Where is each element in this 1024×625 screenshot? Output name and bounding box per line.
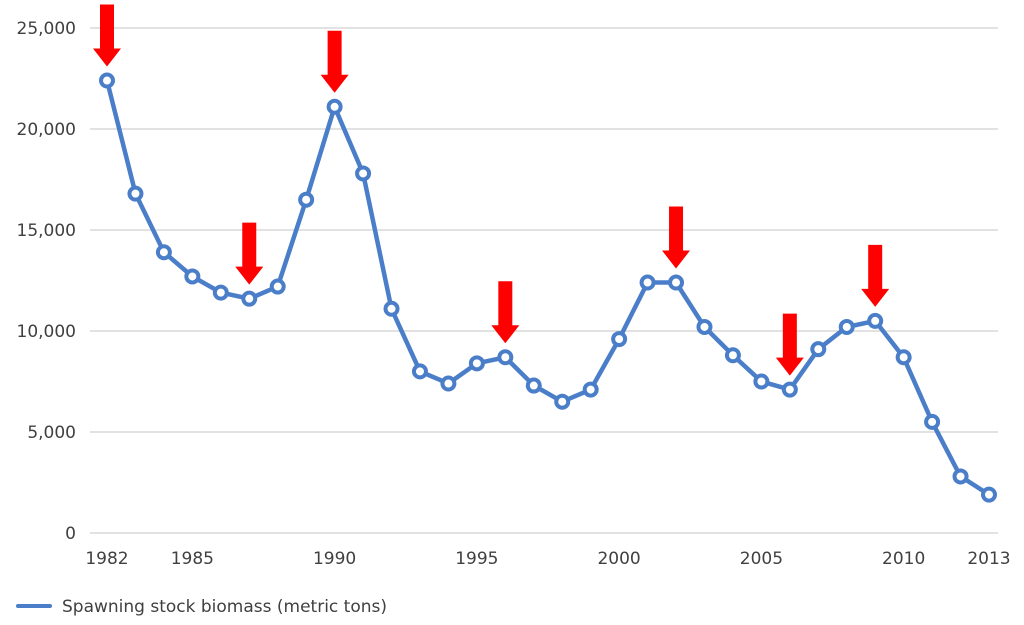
red-arrow-icon (491, 281, 520, 344)
y-tick-label: 20,000 (17, 120, 76, 140)
data-point (99, 72, 115, 89)
data-point (810, 341, 827, 358)
data-point (781, 381, 798, 398)
data-point (383, 300, 400, 317)
data-point (981, 486, 997, 503)
data-point (582, 381, 599, 398)
x-tick-label: 2013 (967, 549, 1010, 569)
data-point (269, 278, 286, 295)
x-tick-label: 1985 (171, 549, 214, 569)
gridlines (90, 27, 998, 534)
legend: Spawning stock biomass (metric tons) (16, 597, 387, 617)
data-point (326, 98, 343, 115)
y-tick-label: 25,000 (17, 19, 76, 39)
data-point (127, 185, 144, 202)
data-point (298, 191, 315, 208)
data-point (411, 363, 428, 380)
annotation-arrows (93, 4, 890, 376)
data-point (952, 468, 969, 485)
y-axis-ticks: 0 5,000 10,000 15,000 20,000 25,000 (17, 19, 76, 544)
data-point (895, 349, 912, 366)
x-tick-label: 2010 (882, 549, 925, 569)
data-point (497, 349, 514, 366)
red-arrow-icon (662, 206, 691, 269)
x-tick-label: 2000 (597, 549, 640, 569)
y-tick-label: 15,000 (17, 221, 76, 241)
data-point (867, 312, 884, 329)
data-point (753, 373, 770, 390)
legend-label: Spawning stock biomass (metric tons) (62, 597, 387, 617)
red-arrow-icon (93, 4, 121, 67)
y-tick-label: 0 (65, 524, 76, 544)
red-arrow-icon (775, 313, 804, 376)
x-tick-label: 1990 (313, 549, 356, 569)
data-point (838, 318, 855, 335)
x-axis-ticks: 1982 1985 1990 1995 2000 2005 2010 2013 (85, 549, 1010, 569)
data-point (668, 274, 685, 291)
data-point (924, 413, 941, 430)
data-point (212, 284, 229, 301)
data-point (468, 355, 485, 372)
data-point (155, 244, 172, 261)
x-tick-label: 1995 (455, 549, 498, 569)
data-point (525, 377, 542, 394)
y-tick-label: 5,000 (27, 423, 76, 443)
data-point (696, 318, 713, 335)
data-point (611, 331, 628, 348)
data-point (241, 290, 258, 307)
series-spawning-stock (99, 72, 997, 503)
red-arrow-icon (320, 30, 349, 93)
data-point (355, 165, 372, 182)
red-arrow-icon (861, 244, 890, 307)
data-point (440, 375, 457, 392)
x-tick-label: 1982 (85, 549, 128, 569)
data-point (184, 268, 201, 285)
data-point (639, 274, 656, 291)
x-tick-label: 2005 (740, 549, 783, 569)
data-point (724, 347, 741, 364)
y-tick-label: 10,000 (17, 322, 76, 342)
data-point (554, 393, 571, 410)
red-arrow-icon (235, 222, 264, 285)
